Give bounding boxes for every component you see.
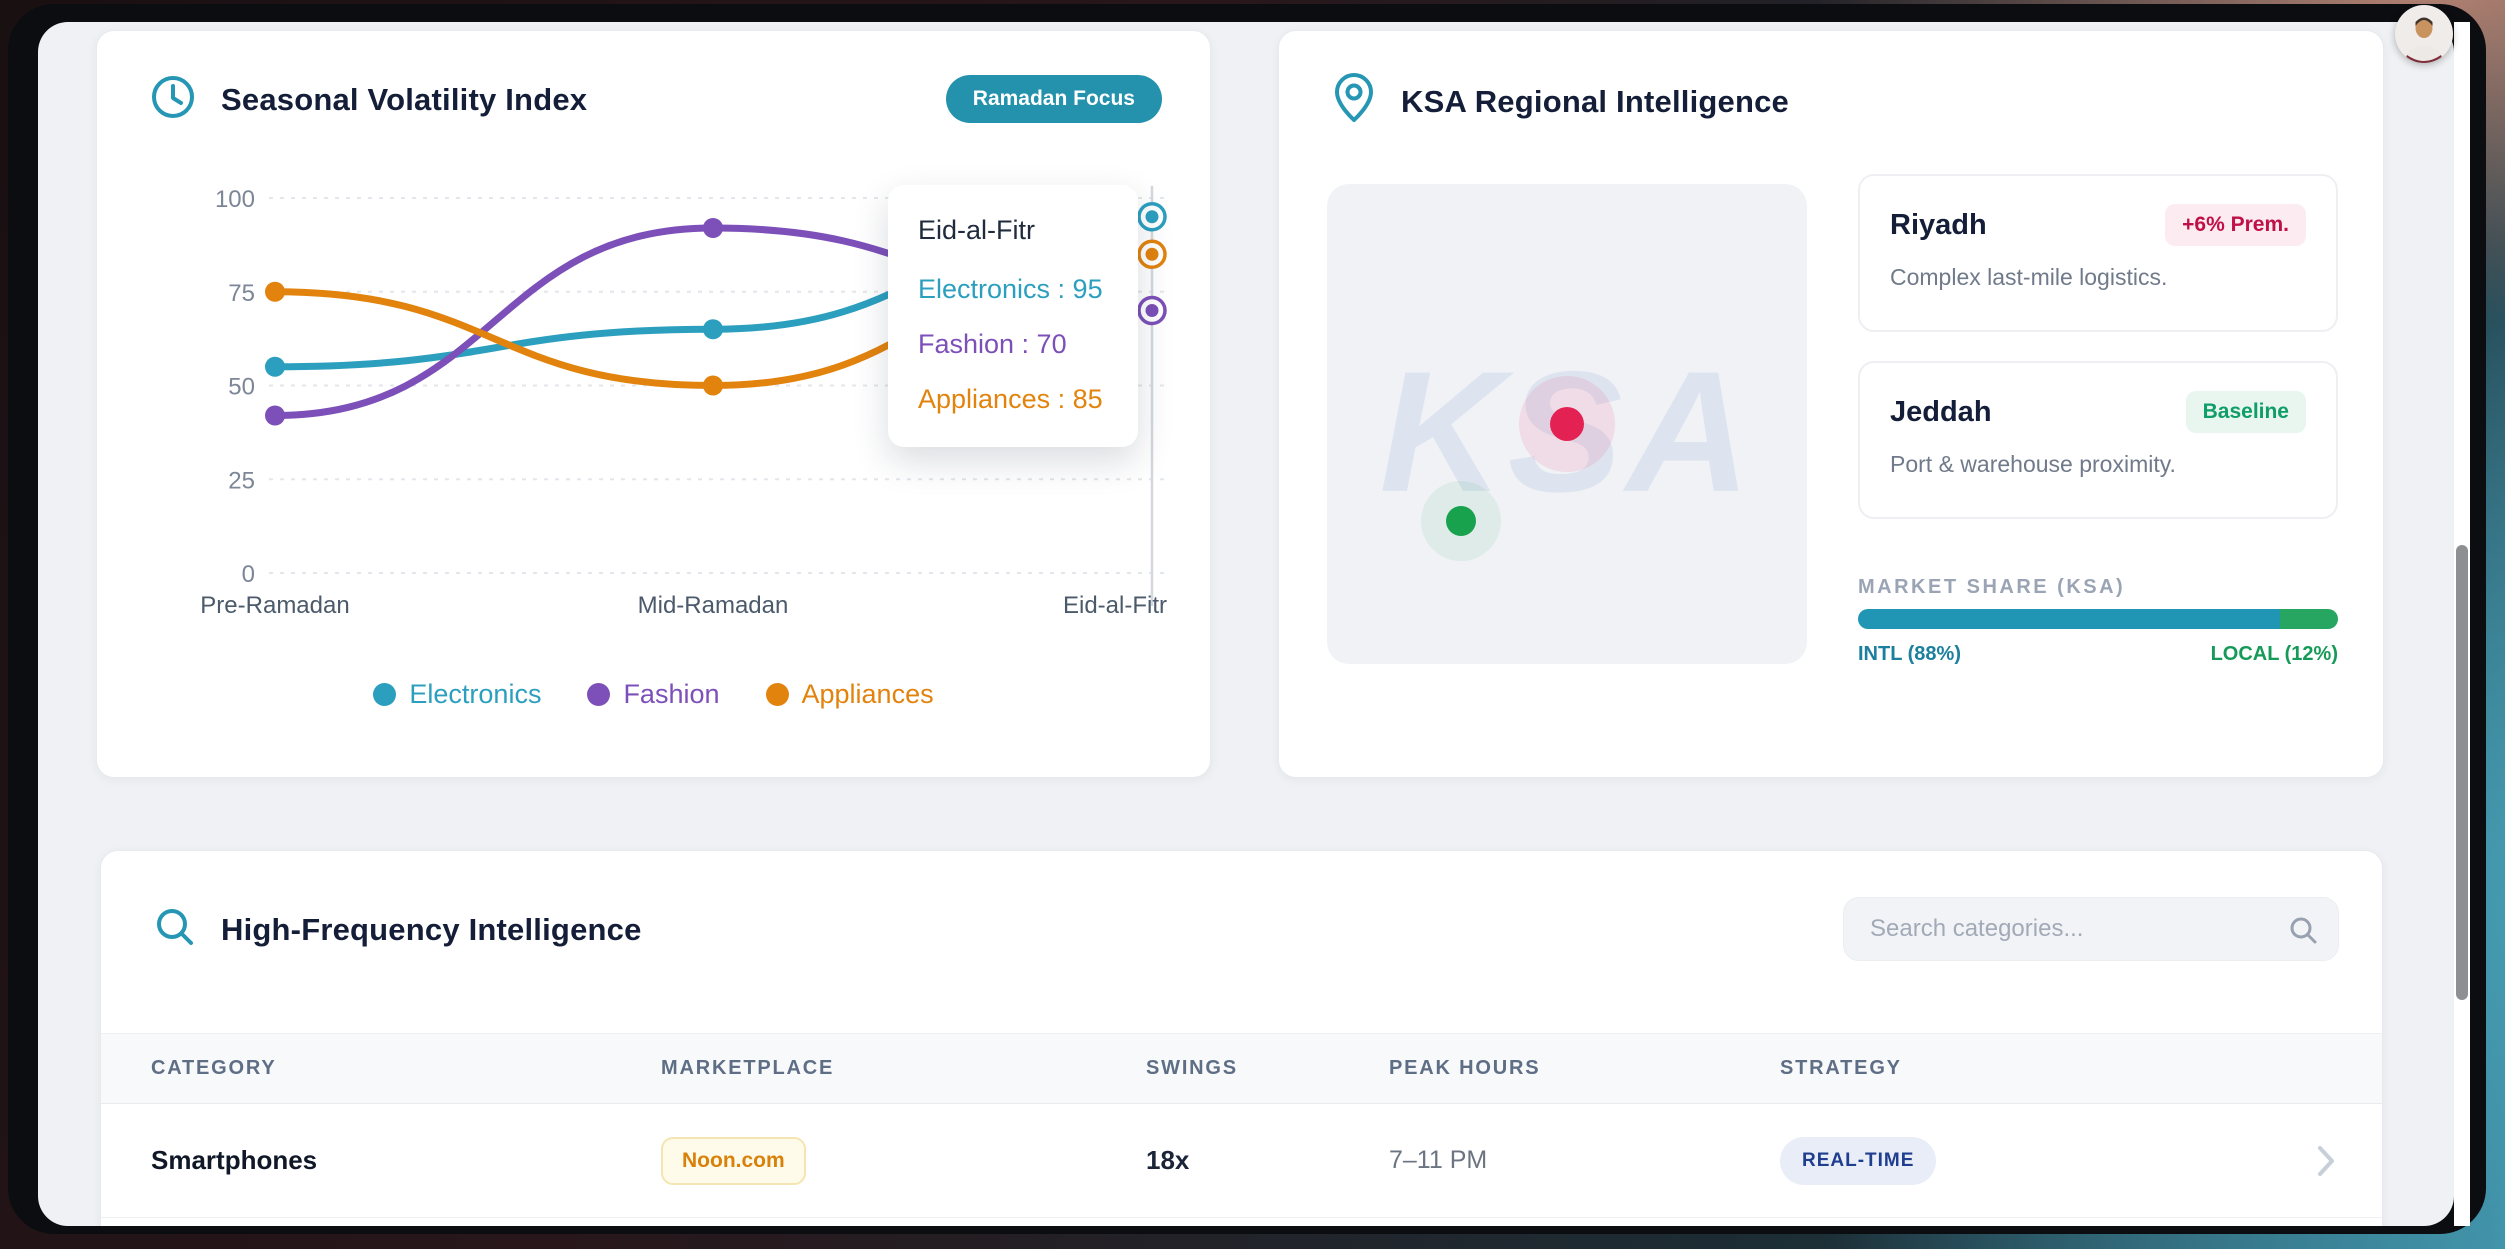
volatility-card-header: Seasonal Volatility Index [149,73,587,126]
high-frequency-card: High-Frequency Intelligence CATEGORY MAR… [100,850,2383,1226]
scrollbar-track[interactable] [2454,22,2470,1226]
chart-legend: Electronics Fashion Appliances [97,679,1210,710]
app-window: Seasonal Volatility Index Ramadan Focus … [8,4,2486,1234]
table-row[interactable]: Smartphones Noon.com 18x 7–11 PM REAL-TI… [101,1104,2382,1218]
table-card-header: High-Frequency Intelligence [153,905,642,954]
legend-item-fashion[interactable]: Fashion [587,679,720,710]
map-pin-icon [1331,73,1377,130]
header-marketplace: MARKETPLACE [661,1057,835,1079]
legend-item-electronics[interactable]: Electronics [373,679,541,710]
riyadh-card: Riyadh +6% Prem. Complex last-mile logis… [1858,174,2338,332]
search-box [1843,897,2339,961]
legend-dot [765,683,789,706]
svg-text:75: 75 [228,280,255,307]
legend-dot [587,683,611,706]
riyadh-description: Complex last-mile logistics. [1890,264,2168,290]
svg-text:Eid-al-Fitr: Eid-al-Fitr [1063,592,1167,619]
table-card-title: High-Frequency Intelligence [221,911,642,947]
header-swings: SWINGS [1146,1057,1238,1079]
market-share-intl-segment [1858,609,2281,629]
market-share-local-label: LOCAL (12%) [2210,643,2338,665]
tooltip-row: Fashion : 70 [918,329,1067,359]
svg-text:100: 100 [215,186,255,213]
riyadh-map-dot [1519,376,1615,472]
dashboard-page: Seasonal Volatility Index Ramadan Focus … [38,22,2454,1226]
svg-text:Mid-Ramadan: Mid-Ramadan [638,592,789,619]
legend-label: Appliances [801,679,934,709]
market-share-intl-label: INTL (88%) [1858,643,1961,665]
row-category: Smartphones [151,1145,318,1175]
market-share-local-segment [2280,609,2338,629]
tooltip-title: Eid-al-Fitr [918,215,1036,245]
svg-text:50: 50 [228,374,255,401]
market-share-label: MARKET SHARE (KSA) [1858,576,2126,598]
ramadan-focus-badge[interactable]: Ramadan Focus [945,75,1162,123]
jeddah-description: Port & warehouse proximity. [1890,451,2176,477]
riyadh-name: Riyadh [1890,208,1987,241]
svg-text:Pre-Ramadan: Pre-Ramadan [200,592,349,619]
header-category: CATEGORY [151,1057,277,1079]
riyadh-premium-badge: +6% Prem. [2165,204,2306,246]
jeddah-baseline-badge: Baseline [2185,391,2306,433]
jeddah-map-dot [1421,481,1501,561]
legend-item-appliances[interactable]: Appliances [765,679,934,710]
legend-label: Fashion [623,679,720,709]
strategy-badge: REAL-TIME [1780,1136,1937,1185]
seasonal-volatility-card: Seasonal Volatility Index Ramadan Focus … [96,30,1211,778]
chart-tooltip: Eid-al-Fitr Electronics : 95 Fashion : 70… [888,185,1138,447]
svg-text:0: 0 [242,561,255,588]
header-strategy: STRATEGY [1780,1057,1902,1079]
header-peak-hours: PEAK HOURS [1389,1057,1541,1079]
search-title-icon [153,905,197,954]
tooltip-rows: Electronics : 95 Fashion : 70 Appliances :… [918,274,1114,415]
chevron-right-icon[interactable] [2316,1144,2336,1183]
row-swings: 18x [1146,1145,1190,1175]
avatar-face [2415,18,2433,38]
clock-icon [149,73,197,126]
legend-dot [373,683,397,706]
tooltip-row: Electronics : 95 [918,274,1103,304]
svg-text:25: 25 [228,467,255,494]
row-peak-hours: 7–11 PM [1389,1146,1488,1174]
table-header-row: CATEGORY MARKETPLACE SWINGS PEAK HOURS S… [101,1033,2382,1104]
ksa-map: KSA [1327,184,1807,664]
legend-label: Electronics [409,679,542,709]
ksa-card-title: KSA Regional Intelligence [1401,83,1789,119]
ksa-regional-card: KSA Regional Intelligence KSA Riyadh +6%… [1278,30,2384,778]
market-share-bar [1858,609,2338,629]
user-avatar[interactable] [2395,5,2453,63]
jeddah-card: Jeddah Baseline Port & warehouse proximi… [1858,361,2338,519]
ksa-card-header: KSA Regional Intelligence [1331,73,1789,130]
search-input[interactable] [1844,898,2338,960]
volatility-card-title: Seasonal Volatility Index [221,81,588,117]
scrollbar-thumb[interactable] [2456,545,2468,1000]
tooltip-row: Appliances : 85 [918,384,1103,414]
jeddah-name: Jeddah [1890,395,1992,428]
marketplace-badge: Noon.com [661,1136,806,1185]
search-icon[interactable] [2288,915,2318,950]
